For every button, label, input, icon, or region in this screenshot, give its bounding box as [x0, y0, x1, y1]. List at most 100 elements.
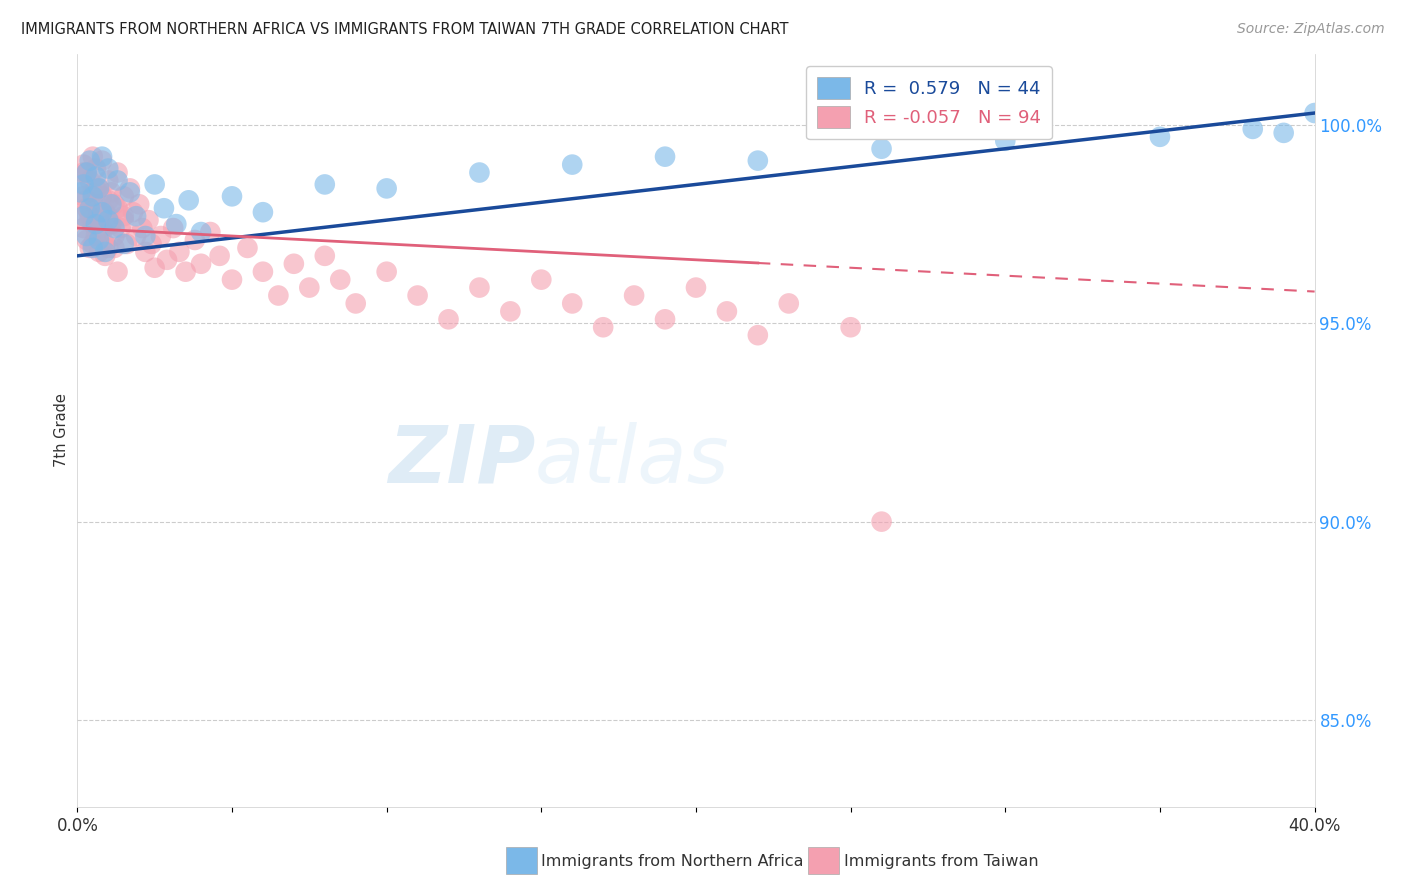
Point	[112, 189, 135, 203]
Point	[72, 178, 94, 192]
Text: atlas: atlas	[536, 422, 730, 500]
Point	[131, 221, 153, 235]
Point	[110, 221, 132, 235]
Point	[72, 158, 94, 172]
Point	[82, 186, 104, 200]
Point	[623, 288, 645, 302]
Point	[91, 221, 114, 235]
Point	[94, 244, 117, 259]
Point	[76, 201, 98, 215]
Point	[84, 169, 107, 184]
Point	[654, 150, 676, 164]
Point	[344, 296, 367, 310]
Point	[76, 194, 98, 208]
Legend: R =  0.579   N = 44, R = -0.057   N = 94: R = 0.579 N = 44, R = -0.057 N = 94	[806, 66, 1052, 139]
Point	[200, 225, 222, 239]
Point	[190, 257, 212, 271]
Point	[208, 249, 231, 263]
Point	[221, 273, 243, 287]
Point	[76, 233, 98, 247]
Point	[1241, 122, 1264, 136]
Point	[69, 209, 91, 223]
Point	[69, 186, 91, 200]
Point	[499, 304, 522, 318]
Point	[103, 241, 125, 255]
Point	[406, 288, 429, 302]
Point	[169, 244, 191, 259]
Point	[252, 265, 274, 279]
Point	[468, 165, 491, 179]
Point	[252, 205, 274, 219]
Text: ZIP: ZIP	[388, 422, 536, 500]
Point	[82, 150, 104, 164]
Point	[184, 233, 207, 247]
Point	[375, 181, 398, 195]
Point	[141, 236, 163, 251]
Point	[94, 249, 117, 263]
Point	[97, 194, 120, 208]
Point	[1272, 126, 1295, 140]
Point	[654, 312, 676, 326]
Point	[839, 320, 862, 334]
Point	[69, 178, 91, 192]
Point	[134, 244, 156, 259]
Point	[103, 229, 125, 244]
Point	[87, 181, 110, 195]
Point	[76, 165, 98, 179]
Point	[72, 209, 94, 223]
Point	[97, 173, 120, 187]
Point	[870, 515, 893, 529]
Point	[100, 217, 122, 231]
Point	[437, 312, 460, 326]
Point	[125, 209, 148, 223]
Point	[375, 265, 398, 279]
Point	[87, 213, 110, 227]
Point	[97, 241, 120, 255]
Point	[298, 280, 321, 294]
Point	[153, 201, 176, 215]
Point	[314, 249, 336, 263]
Point	[84, 181, 107, 195]
Point	[115, 236, 138, 251]
Point	[107, 165, 129, 179]
Point	[100, 186, 122, 200]
Point	[84, 161, 107, 176]
Point	[84, 197, 107, 211]
Point	[177, 194, 200, 208]
Point	[149, 229, 172, 244]
Point	[91, 225, 114, 239]
Point	[122, 205, 145, 219]
Point	[592, 320, 614, 334]
Point	[72, 189, 94, 203]
Point	[685, 280, 707, 294]
Point	[79, 213, 101, 227]
Point	[283, 257, 305, 271]
Point	[91, 153, 114, 168]
Point	[94, 205, 117, 219]
Text: Immigrants from Taiwan: Immigrants from Taiwan	[844, 855, 1038, 869]
Point	[72, 221, 94, 235]
Point	[329, 273, 352, 287]
Point	[561, 158, 583, 172]
Point	[778, 296, 800, 310]
Point	[82, 217, 104, 231]
Point	[138, 213, 160, 227]
Point	[112, 213, 135, 227]
Point	[97, 209, 120, 223]
Point	[91, 189, 114, 203]
Point	[994, 134, 1017, 148]
Point	[530, 273, 553, 287]
Point	[79, 153, 101, 168]
Point	[107, 173, 129, 187]
Point	[100, 197, 122, 211]
Point	[84, 217, 107, 231]
Point	[91, 150, 114, 164]
Point	[174, 265, 197, 279]
Point	[103, 197, 125, 211]
Point	[107, 201, 129, 215]
Point	[103, 221, 125, 235]
Point	[82, 236, 104, 251]
Point	[747, 153, 769, 168]
Point	[87, 181, 110, 195]
Point	[314, 178, 336, 192]
